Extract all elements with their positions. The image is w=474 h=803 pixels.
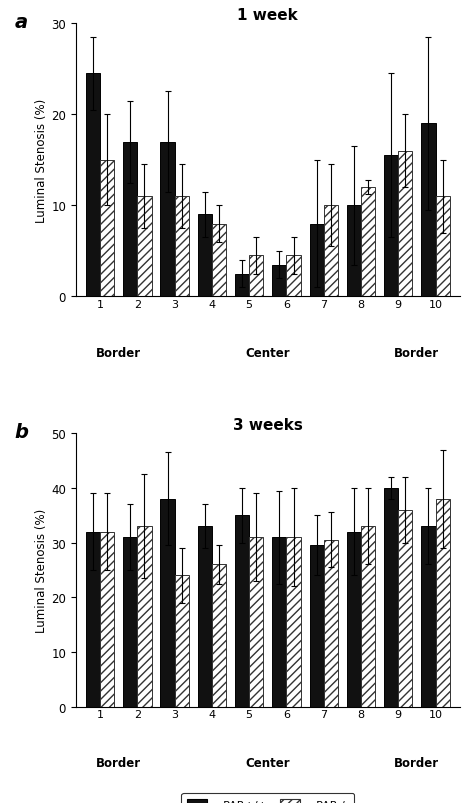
Bar <box>161 142 174 297</box>
Bar <box>310 545 324 707</box>
Bar <box>198 527 212 707</box>
Bar <box>347 206 361 297</box>
Bar <box>235 516 249 707</box>
Bar <box>272 265 286 297</box>
Bar <box>361 527 375 707</box>
Bar <box>436 499 450 707</box>
Bar <box>421 527 436 707</box>
Bar <box>398 510 412 707</box>
Bar <box>174 197 189 297</box>
Bar <box>324 206 338 297</box>
Bar <box>161 499 174 707</box>
Bar <box>324 540 338 707</box>
Bar <box>249 256 264 297</box>
Bar <box>123 142 137 297</box>
Text: a: a <box>14 13 27 32</box>
Bar <box>421 124 436 297</box>
Bar <box>310 224 324 297</box>
Bar <box>249 537 264 707</box>
Text: Border: Border <box>96 756 141 768</box>
Bar <box>137 197 152 297</box>
Text: Border: Border <box>96 346 141 359</box>
Bar <box>100 161 114 297</box>
Bar <box>198 215 212 297</box>
Bar <box>137 527 152 707</box>
Bar <box>100 532 114 707</box>
Bar <box>174 576 189 707</box>
Bar <box>286 256 301 297</box>
Bar <box>86 74 100 297</box>
Bar <box>347 532 361 707</box>
Y-axis label: Luminal Stenosis (%): Luminal Stenosis (%) <box>36 508 48 632</box>
Text: Center: Center <box>246 346 290 359</box>
Bar <box>123 537 137 707</box>
Bar <box>384 488 398 707</box>
Title: 3 weeks: 3 weeks <box>233 418 303 433</box>
Bar <box>272 537 286 707</box>
Bar <box>436 197 450 297</box>
Bar <box>361 188 375 297</box>
Text: b: b <box>14 422 28 442</box>
Title: 1 week: 1 week <box>237 8 298 23</box>
Bar <box>286 537 301 707</box>
Bar <box>212 224 226 297</box>
Bar <box>235 275 249 297</box>
Bar <box>398 152 412 297</box>
Text: Border: Border <box>394 756 439 768</box>
Text: Border: Border <box>394 346 439 359</box>
Text: Center: Center <box>246 756 290 768</box>
Legend: uPAR+/+, uPAR-/-: uPAR+/+, uPAR-/- <box>182 793 354 803</box>
Bar <box>212 565 226 707</box>
Bar <box>384 156 398 297</box>
Bar <box>86 532 100 707</box>
Y-axis label: Luminal Stenosis (%): Luminal Stenosis (%) <box>36 99 48 222</box>
